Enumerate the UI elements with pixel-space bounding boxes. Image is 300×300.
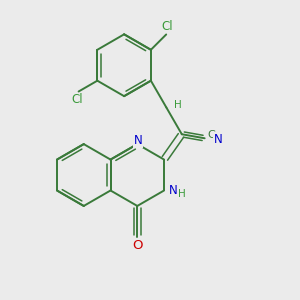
Text: C: C xyxy=(207,130,215,140)
Text: C: C xyxy=(207,130,215,140)
Text: N: N xyxy=(169,184,178,197)
Text: Cl: Cl xyxy=(72,93,83,106)
Text: Cl: Cl xyxy=(162,20,173,33)
Text: H: H xyxy=(178,189,186,199)
Text: H: H xyxy=(178,189,186,199)
Text: N: N xyxy=(169,184,178,197)
Text: N: N xyxy=(214,133,222,146)
Text: N: N xyxy=(214,133,222,146)
Text: H: H xyxy=(174,100,182,110)
Text: H: H xyxy=(174,100,182,110)
Text: Cl: Cl xyxy=(72,93,83,106)
Text: N: N xyxy=(134,134,142,147)
Text: O: O xyxy=(132,238,142,252)
Text: O: O xyxy=(132,238,142,252)
Text: Cl: Cl xyxy=(162,20,173,33)
Text: N: N xyxy=(134,134,142,147)
